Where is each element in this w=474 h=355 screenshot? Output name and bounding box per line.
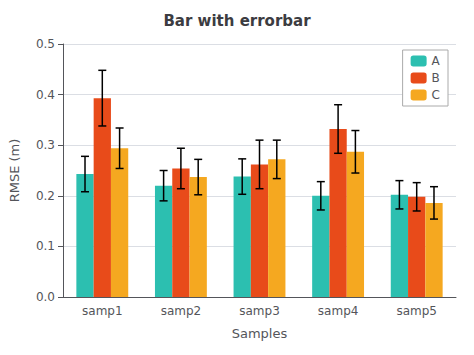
svg-text:C: C xyxy=(432,88,440,102)
svg-text:A: A xyxy=(432,54,441,68)
svg-text:0.5: 0.5 xyxy=(36,37,55,51)
svg-text:Samples: Samples xyxy=(232,326,288,341)
svg-text:samp5: samp5 xyxy=(396,304,437,318)
svg-text:samp4: samp4 xyxy=(318,304,359,318)
svg-text:RMSE (m): RMSE (m) xyxy=(7,139,22,203)
svg-text:samp2: samp2 xyxy=(161,304,202,318)
svg-text:0.4: 0.4 xyxy=(36,88,55,102)
svg-text:0.0: 0.0 xyxy=(36,290,55,304)
svg-text:0.3: 0.3 xyxy=(36,138,55,152)
svg-text:B: B xyxy=(432,71,440,85)
svg-text:Bar with errorbar: Bar with errorbar xyxy=(163,12,311,30)
svg-text:samp1: samp1 xyxy=(82,304,123,318)
svg-text:0.2: 0.2 xyxy=(36,189,55,203)
svg-text:samp3: samp3 xyxy=(239,304,280,318)
svg-text:0.1: 0.1 xyxy=(36,239,55,253)
